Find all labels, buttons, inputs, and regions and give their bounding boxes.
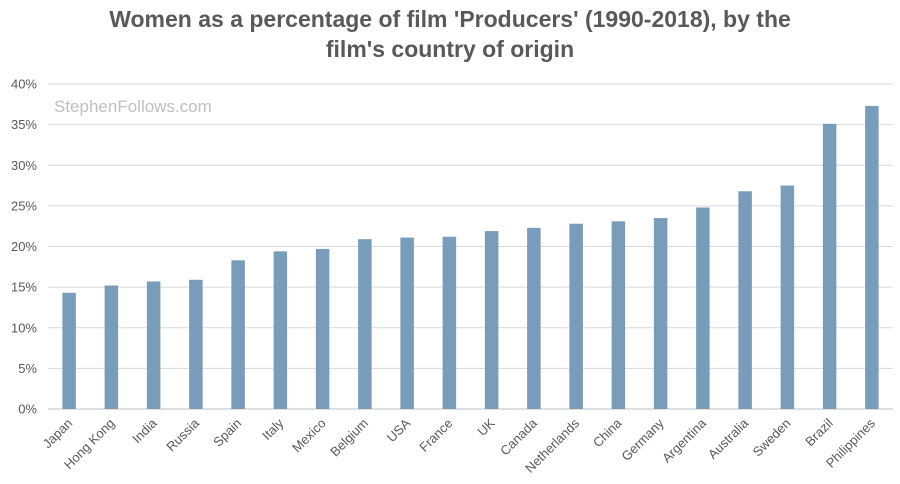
bar xyxy=(273,251,288,409)
x-tick-label: Argentina xyxy=(659,415,710,466)
x-tick-label: Sweden xyxy=(750,416,794,460)
y-tick-label: 5% xyxy=(18,361,37,376)
y-tick-label: 15% xyxy=(11,280,37,295)
x-tick-label: Belgium xyxy=(327,416,371,460)
bar xyxy=(696,207,710,409)
x-tick-label: France xyxy=(416,416,455,455)
bar xyxy=(358,239,372,409)
y-tick-label: 20% xyxy=(11,239,37,254)
bar xyxy=(780,185,795,409)
bar xyxy=(822,123,837,409)
bar xyxy=(611,221,626,409)
chart-title: Women as a percentage of film 'Producers… xyxy=(109,6,791,62)
y-tick-label: 25% xyxy=(11,198,37,213)
y-tick-label: 0% xyxy=(18,402,37,417)
x-tick-label: Mexico xyxy=(289,416,329,456)
y-tick-label: 10% xyxy=(11,320,37,335)
x-tick-label: USA xyxy=(384,415,414,445)
x-tick-label: China xyxy=(590,415,625,450)
x-tick-label: Russia xyxy=(163,415,202,454)
bar xyxy=(62,292,76,409)
bar xyxy=(442,236,457,409)
bars xyxy=(62,105,879,409)
bar xyxy=(527,227,541,409)
x-tick-label: UK xyxy=(474,415,498,439)
x-tick-label: Spain xyxy=(210,416,244,450)
x-tick-label: Italy xyxy=(259,415,287,443)
bar xyxy=(484,231,499,409)
x-tick-label: Brazil xyxy=(802,415,836,449)
bar xyxy=(653,218,668,409)
y-tick-label: 40% xyxy=(11,77,37,92)
bar xyxy=(569,223,583,409)
bar xyxy=(400,237,414,409)
x-tick-label: Japan xyxy=(40,416,76,452)
watermark: StephenFollows.com xyxy=(54,97,212,116)
bar xyxy=(104,285,119,409)
gridlines xyxy=(48,83,893,410)
y-tick-label: 30% xyxy=(11,158,37,173)
bar xyxy=(189,279,203,409)
x-tick-label: Australia xyxy=(705,415,752,462)
bar xyxy=(315,248,330,409)
bar xyxy=(231,260,245,409)
y-axis: 0% 5% 10% 15% 20% 25% 30% 35% 40% xyxy=(11,77,37,417)
y-tick-label: 35% xyxy=(11,117,37,132)
bar xyxy=(738,191,752,409)
bar xyxy=(865,105,879,409)
bar xyxy=(146,281,161,409)
x-tick-label: India xyxy=(129,415,160,446)
